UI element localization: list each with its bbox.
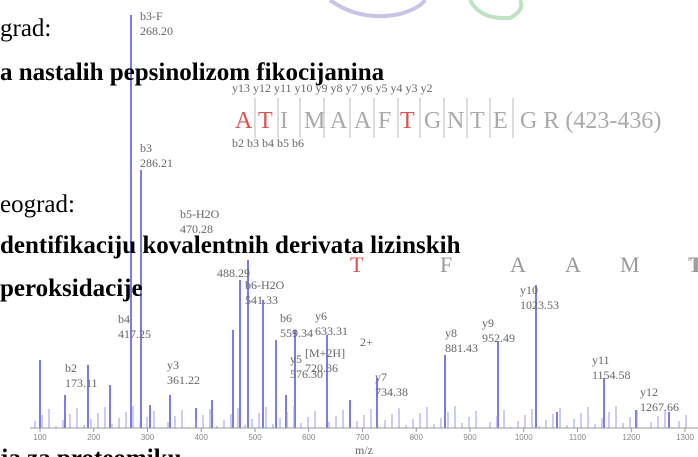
mz-label: 268.20 bbox=[140, 24, 173, 38]
mz-label: 734.38 bbox=[375, 385, 408, 399]
ion-label: b5-H2O bbox=[180, 207, 220, 221]
mz-label: 286.21 bbox=[140, 156, 173, 170]
mz-label: 1023.53 bbox=[520, 298, 559, 312]
tick-label: 100 bbox=[33, 433, 47, 442]
residue: A bbox=[510, 252, 526, 277]
ion-label: b3 bbox=[140, 141, 152, 155]
tick-label: 600 bbox=[302, 433, 316, 442]
residue: T bbox=[470, 108, 485, 134]
residue: M bbox=[304, 108, 325, 134]
ion-label: y3 bbox=[167, 358, 179, 372]
tick-label: 1300 bbox=[676, 433, 694, 442]
tick-label: 700 bbox=[356, 433, 370, 442]
residue: A bbox=[235, 108, 253, 134]
mz-label: 633.31 bbox=[315, 324, 348, 338]
ion-label: y10 bbox=[520, 283, 538, 297]
tick-label: 400 bbox=[195, 433, 209, 442]
text-line: eograd: bbox=[0, 191, 75, 218]
ion-label: b6-H2O bbox=[245, 278, 285, 292]
ion-label: b6 bbox=[280, 311, 292, 325]
ion-label: y11 bbox=[592, 353, 610, 367]
tick-label: 500 bbox=[248, 433, 262, 442]
residue: T bbox=[688, 252, 698, 277]
tick-label: 300 bbox=[141, 433, 155, 442]
mz-label: 173.11 bbox=[65, 376, 98, 390]
ion-label: y7 bbox=[375, 370, 387, 384]
mz-label: 417.25 bbox=[118, 327, 151, 341]
ion-label: y5 bbox=[290, 352, 302, 366]
residue: A bbox=[330, 108, 348, 134]
mz-label: 361.22 bbox=[167, 373, 200, 387]
mz-label: 952.49 bbox=[482, 331, 515, 345]
x-ticks: 100 200 300 400 500 600 700 800 900 1000 1100 1200 1… bbox=[33, 428, 694, 442]
tick-label: 900 bbox=[463, 433, 477, 442]
tick-label: 1100 bbox=[569, 433, 587, 442]
mz-label: 559.34 bbox=[280, 326, 313, 340]
residue: M bbox=[620, 252, 640, 277]
ion-label: y8 bbox=[445, 326, 457, 340]
tick-label: 1000 bbox=[515, 433, 533, 442]
tick-label: 1200 bbox=[622, 433, 640, 442]
mz-label: 1154.58 bbox=[592, 368, 631, 382]
ion-label: y9 bbox=[482, 316, 494, 330]
mz-label: 541.33 bbox=[245, 293, 278, 307]
ion-label: b3-F bbox=[140, 9, 163, 23]
text-line: ja za proteomiku bbox=[0, 445, 182, 457]
ion-label: [M+2H] bbox=[305, 346, 345, 360]
slide: 100 200 300 400 500 600 700 800 900 1000 1100 1200 1… bbox=[0, 0, 698, 457]
residue: T bbox=[258, 108, 273, 134]
residue: N bbox=[447, 108, 464, 134]
residue: G R (423-436) bbox=[520, 108, 661, 134]
b-ions: b2 b3 b4 b5 b6 bbox=[232, 136, 304, 150]
residue: A bbox=[354, 108, 372, 134]
residue: I bbox=[280, 108, 288, 134]
ion-label: y6 bbox=[315, 309, 327, 323]
mz-label: 881.43 bbox=[445, 341, 478, 355]
tick-label: 800 bbox=[410, 433, 424, 442]
tick-label: 200 bbox=[87, 433, 101, 442]
residue: G bbox=[424, 108, 441, 134]
text-line: a nastalih pepsinolizom fikocijanina bbox=[0, 59, 385, 86]
mz-label: 576.30 bbox=[290, 367, 323, 381]
text-line: peroksidacije bbox=[0, 275, 143, 302]
text-line: grad: bbox=[0, 15, 51, 42]
residue: E bbox=[493, 108, 508, 134]
x-label: m/z bbox=[355, 443, 373, 457]
mz-label: 1267.66 bbox=[640, 400, 679, 414]
ion-label: b2 bbox=[65, 361, 77, 375]
decor bbox=[330, 0, 521, 18]
residue: T bbox=[400, 108, 415, 134]
residue: A bbox=[565, 252, 581, 277]
charge: 2+ bbox=[360, 335, 373, 349]
residue: F bbox=[378, 108, 391, 134]
ion-label: y12 bbox=[640, 385, 658, 399]
text-line: dentifikaciju kovalentnih derivata lizin… bbox=[0, 232, 461, 259]
ion-label: b4 bbox=[118, 312, 130, 326]
